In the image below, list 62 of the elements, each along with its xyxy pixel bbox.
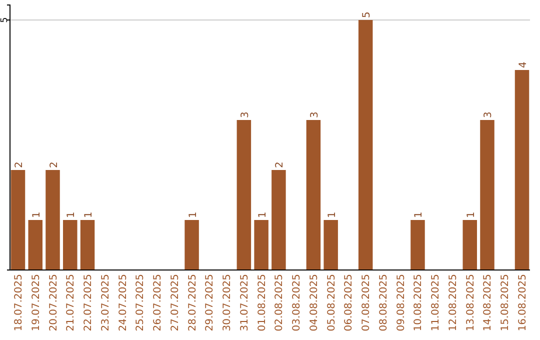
data-label: 1	[66, 212, 78, 218]
data-label: 2	[48, 162, 60, 168]
data-label: 1	[84, 212, 95, 218]
bar	[306, 120, 321, 270]
x-tick-label: 18.07.2025	[13, 274, 24, 332]
x-tick-label: 12.08.2025	[448, 274, 459, 332]
bar	[184, 220, 199, 270]
x-tick-label: 14.08.2025	[482, 274, 494, 332]
bar	[480, 120, 494, 270]
data-label: 3	[240, 112, 251, 118]
x-tick-label: 30.07.2025	[222, 274, 234, 332]
x-tick-label: 22.07.2025	[83, 274, 94, 332]
data-label: 1	[257, 212, 268, 218]
x-tick-label: 06.08.2025	[344, 274, 355, 332]
x-tick-label: 03.08.2025	[292, 274, 303, 332]
bar	[28, 220, 42, 270]
x-tick-label: 09.08.2025	[396, 274, 407, 332]
bar	[254, 220, 268, 270]
x-tick-label: 26.07.2025	[152, 274, 164, 332]
x-tick-label: 08.08.2025	[378, 274, 390, 332]
x-tick-label: 28.07.2025	[187, 274, 198, 332]
x-tick-label: 27.07.2025	[170, 274, 181, 332]
bar	[272, 170, 286, 270]
x-tick-label: 23.07.2025	[100, 274, 112, 332]
bar	[46, 170, 60, 270]
data-label: 2	[274, 162, 286, 168]
bar	[10, 170, 26, 270]
x-tick-label: 20.07.2025	[48, 274, 60, 332]
x-tick-label: 11.08.2025	[430, 274, 442, 332]
x-tick-label: 01.08.2025	[256, 274, 268, 332]
bar	[410, 220, 425, 270]
x-tick-label: 29.07.2025	[204, 274, 216, 332]
bar	[358, 20, 373, 270]
data-label: 1	[326, 212, 338, 218]
x-tick-label: 31.07.2025	[239, 274, 250, 332]
data-label: 4	[518, 62, 530, 68]
bar	[514, 70, 530, 270]
data-label: 3	[483, 112, 494, 118]
x-tick-label: 04.08.2025	[308, 274, 320, 332]
x-tick-label: 24.07.2025	[118, 274, 129, 332]
bar	[462, 220, 477, 270]
data-label: 1	[31, 212, 42, 218]
data-label: 2	[14, 162, 25, 168]
bar	[324, 220, 338, 270]
x-tick-label: 07.08.2025	[361, 274, 372, 332]
data-label: 1	[188, 212, 199, 218]
data-label: 1	[414, 212, 425, 218]
data-label: 3	[309, 112, 320, 118]
x-tick-label: 25.07.2025	[135, 274, 146, 332]
x-tick-label: 10.08.2025	[413, 274, 424, 332]
bar	[63, 220, 78, 270]
x-tick-label: 02.08.2025	[274, 274, 286, 332]
x-tick-label: 05.08.2025	[326, 274, 338, 332]
x-tick-label: 15.08.2025	[500, 274, 512, 332]
data-label: 5	[362, 12, 373, 18]
bar	[236, 120, 252, 270]
x-tick-label: 21.07.2025	[66, 274, 77, 332]
x-tick-label: 19.07.2025	[30, 274, 42, 332]
data-label: 1	[466, 212, 477, 218]
bar	[80, 220, 95, 270]
x-tick-label: 16.08.2025	[518, 274, 529, 332]
x-tick-label: 13.08.2025	[465, 274, 476, 332]
